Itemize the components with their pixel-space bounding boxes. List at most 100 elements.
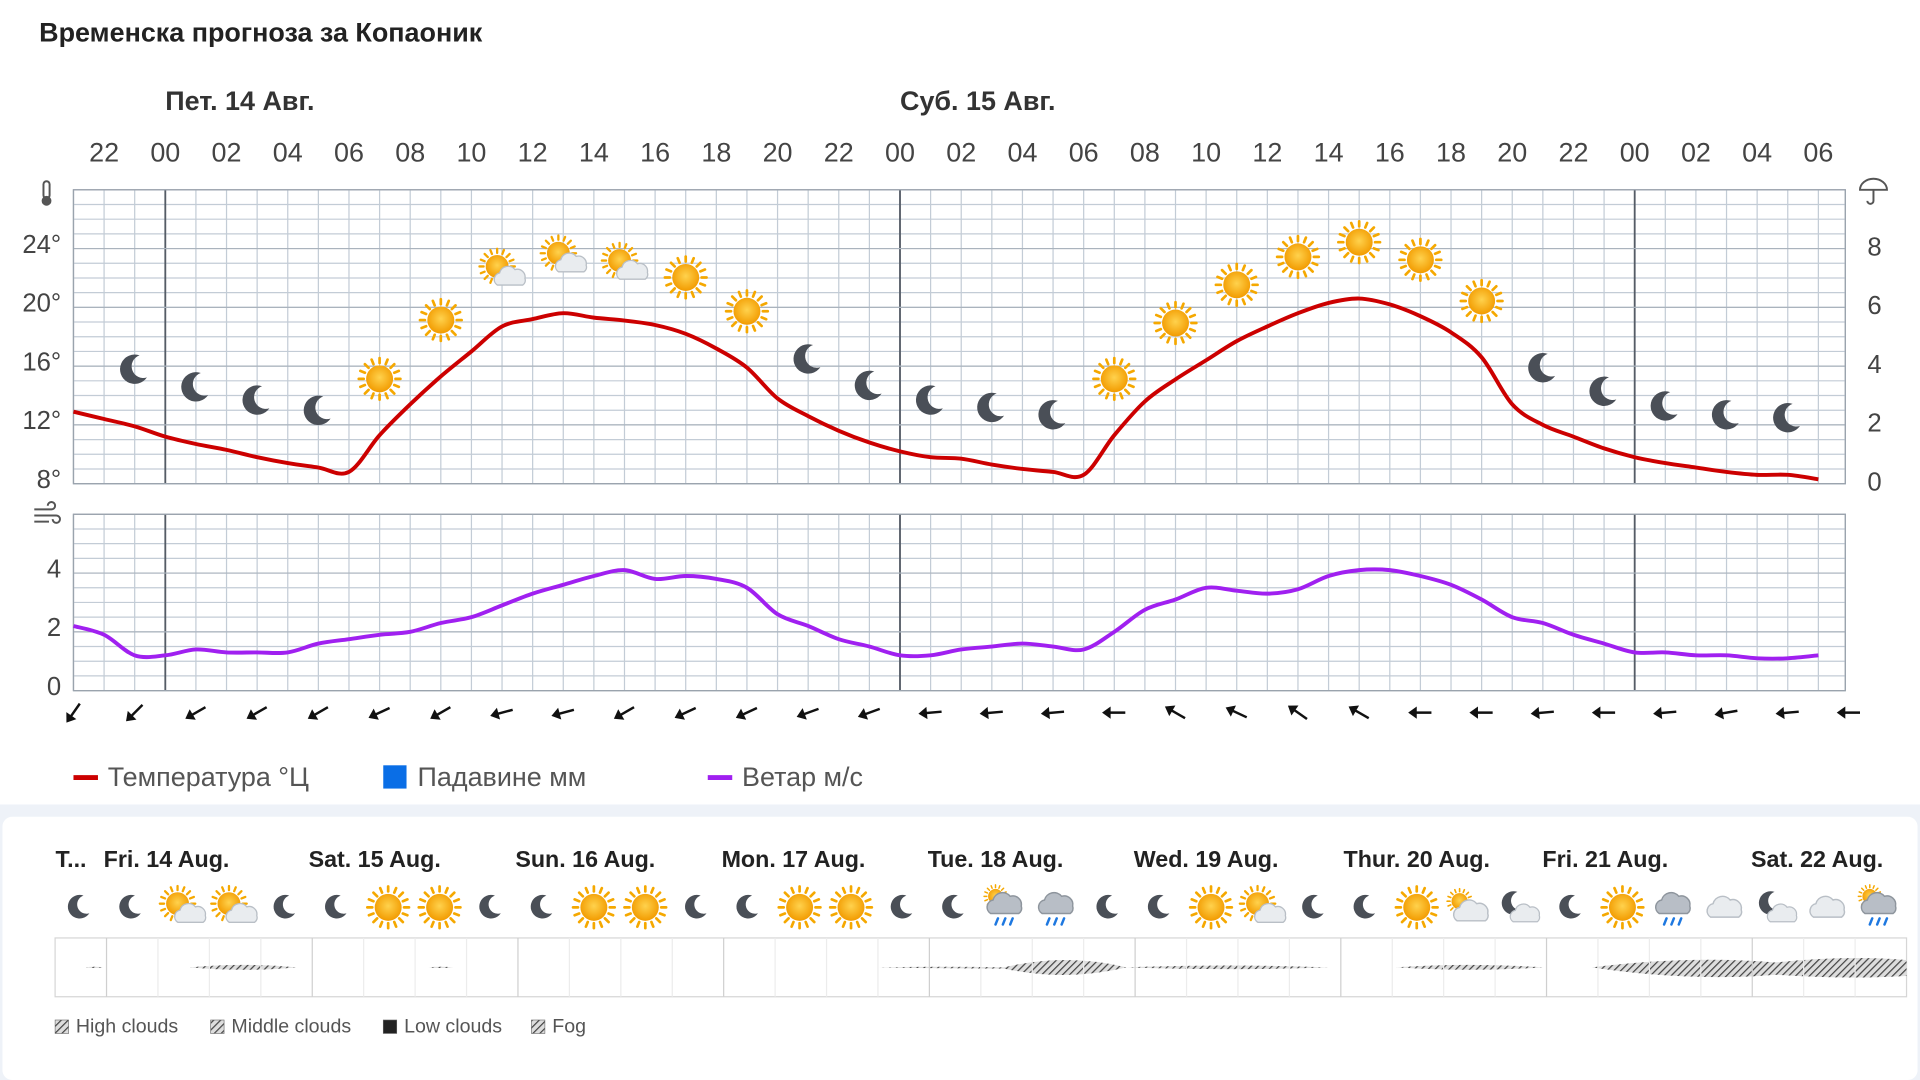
wind-arrow xyxy=(1775,706,1799,720)
wind-arrow-head xyxy=(1225,705,1236,717)
hour-label: 04 xyxy=(1007,137,1037,167)
meteogram-legend-label: Low clouds xyxy=(404,1016,502,1038)
wind-arrow-head xyxy=(735,708,747,720)
wind-arrow-head xyxy=(918,706,928,720)
hour-label: 00 xyxy=(150,137,180,167)
meteogram-day: Fri. 14 Aug. xyxy=(104,846,230,872)
meteogram-legend-label: Middle clouds xyxy=(231,1016,351,1038)
hour-label: 18 xyxy=(1436,137,1466,167)
y-tick-label: 20° xyxy=(22,290,61,318)
day-label: Пет. 14 Авг. xyxy=(165,86,314,116)
wind-arrow xyxy=(1225,705,1248,719)
legend-label: Температура °Ц xyxy=(108,762,309,792)
y2-tick-label: 4 xyxy=(1867,351,1881,379)
hour-label: 00 xyxy=(885,137,915,167)
wind-arrow xyxy=(1040,706,1065,720)
y-tick-label: 12° xyxy=(22,407,61,435)
wind-arrow xyxy=(490,707,514,720)
hour-label: 02 xyxy=(946,137,976,167)
meteogram-day: Mon. 17 Aug. xyxy=(722,846,866,872)
meteogram-day: T... xyxy=(56,846,87,872)
meteogram-day: Sat. 22 Aug. xyxy=(1751,846,1883,872)
meteogram-icon xyxy=(1600,885,1645,930)
hour-label: 06 xyxy=(1803,137,1833,167)
meteogram-icon xyxy=(777,885,822,930)
hour-label: 02 xyxy=(212,137,242,167)
hour-label: 04 xyxy=(1742,137,1772,167)
wind-arrow-head xyxy=(1714,707,1724,720)
wind-arrow-head xyxy=(126,710,137,722)
wind-arrow-head xyxy=(1040,706,1050,720)
umbrella-icon xyxy=(1859,177,1888,205)
hour-label: 14 xyxy=(1314,137,1344,167)
hour-label: 12 xyxy=(1252,137,1282,167)
legend-label: Ветар м/с xyxy=(742,762,863,792)
wind-arrow xyxy=(551,707,575,720)
wind-arrow-head xyxy=(1653,706,1663,720)
wind-arrow-head xyxy=(66,712,77,723)
wind-arrow xyxy=(1408,706,1432,719)
meteogram-legend-swatch xyxy=(210,1019,225,1034)
hour-label: 20 xyxy=(1497,137,1527,167)
y2-tick-label: 0 xyxy=(1867,468,1881,496)
wind-arrow xyxy=(185,706,207,720)
y-tick-label: 4 xyxy=(47,555,61,583)
hour-label: 08 xyxy=(1130,137,1160,167)
meteogram-legend-swatch xyxy=(382,1019,398,1034)
wind-arrow-head xyxy=(979,706,989,720)
hour-label: 22 xyxy=(89,137,119,167)
hour-label: 16 xyxy=(640,137,670,167)
wind-arrow xyxy=(246,706,268,720)
wind-arrow xyxy=(307,706,329,720)
hour-label: 02 xyxy=(1681,137,1711,167)
meteogram-day: Tue. 18 Aug. xyxy=(928,846,1064,872)
legend-swatch xyxy=(383,765,407,789)
wind-arrow xyxy=(1530,706,1554,720)
meteogram-icon xyxy=(1394,885,1439,930)
wind-arrow-head xyxy=(246,709,258,720)
meteogram-day: Thur. 20 Aug. xyxy=(1344,846,1490,872)
wind-arrow xyxy=(857,707,881,720)
meteogram: T... Fri. 14 Aug. Sat. 15 Aug. Sun. 16 Aug.… xyxy=(54,846,1908,1038)
wind-arrow-head xyxy=(185,709,196,720)
wind-arrow-head xyxy=(674,708,685,720)
wind-arrow-head xyxy=(1408,706,1417,719)
wind-arrow-head xyxy=(430,709,441,720)
wind-arrow-head xyxy=(857,708,869,720)
line-series xyxy=(72,567,1819,661)
plot-frame xyxy=(72,513,1846,692)
wind-arrow-head xyxy=(1775,706,1785,720)
meteogram-day: Wed. 19 Aug. xyxy=(1134,846,1279,872)
wind-arrow xyxy=(979,706,1003,720)
wind-arrow xyxy=(1836,706,1860,719)
wind-arrow-head xyxy=(613,709,625,720)
wind-arrow xyxy=(430,706,451,720)
hour-label: 12 xyxy=(518,137,548,167)
wind-arrow xyxy=(66,702,81,723)
wind-arrow xyxy=(1164,705,1186,720)
wind-arrow-head xyxy=(1348,705,1360,717)
y-tick-label: 24° xyxy=(22,231,61,259)
wind-arrow xyxy=(368,706,391,720)
meteogram-day: Sat. 15 Aug. xyxy=(309,846,441,872)
hour-label: 22 xyxy=(1558,137,1588,167)
y-tick-label: 0 xyxy=(47,673,61,701)
wind-arrow-head xyxy=(368,708,379,720)
meteogram-legend-swatch xyxy=(531,1019,546,1034)
wind-arrow xyxy=(918,706,942,720)
page-title: Временска прогноза за Копаоник xyxy=(39,17,483,47)
wind-arrow xyxy=(796,707,819,720)
wind-arrow-head xyxy=(551,707,562,720)
hour-label: 00 xyxy=(1620,137,1650,167)
wind-arrow-head xyxy=(1591,706,1601,719)
hour-label: 14 xyxy=(579,137,609,167)
y2-tick-label: 6 xyxy=(1867,292,1881,320)
y2-tick-label: 2 xyxy=(1867,410,1881,438)
wind-arrow xyxy=(735,706,758,720)
wind-arrow-head xyxy=(1102,706,1111,719)
meteogram-icon xyxy=(1188,885,1234,930)
meteogram-legend-label: High clouds xyxy=(76,1016,179,1038)
meteogram-legend-label: Fog xyxy=(552,1016,586,1038)
y-tick-label: 8° xyxy=(37,466,62,494)
